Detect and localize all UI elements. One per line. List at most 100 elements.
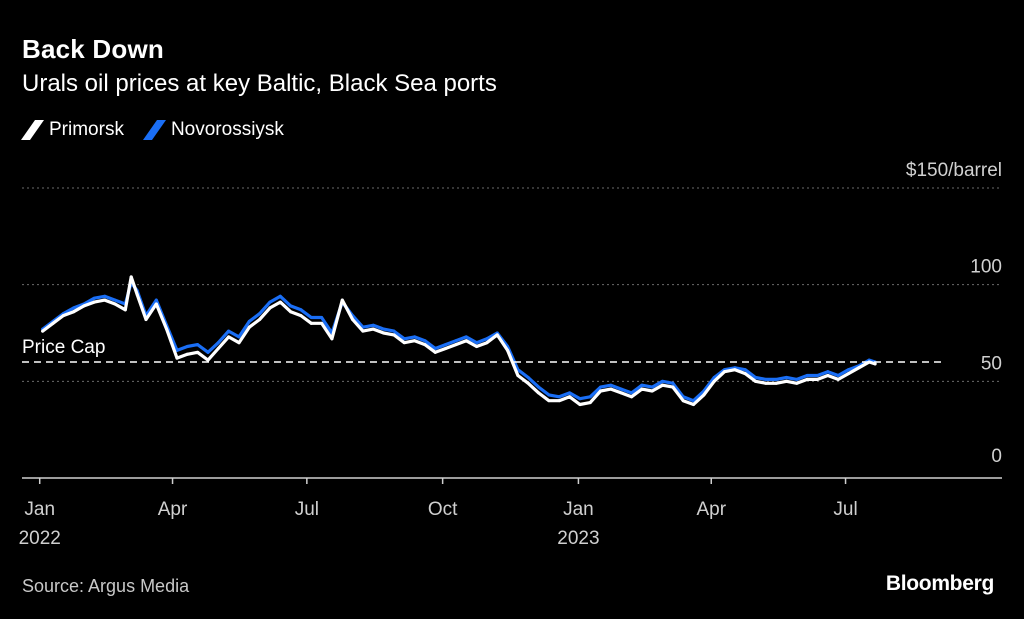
point-novorossiysk-55 xyxy=(599,385,603,389)
point-novorossiysk-12 xyxy=(154,298,158,302)
point-primorsk-66 xyxy=(712,379,716,383)
chart-subtitle: Urals oil prices at key Baltic, Black Se… xyxy=(22,70,497,97)
point-primorsk-2 xyxy=(61,314,65,318)
point-novorossiysk-69 xyxy=(743,368,747,372)
point-primorsk-62 xyxy=(671,385,675,389)
chart-title: Back Down xyxy=(22,34,164,64)
point-primorsk-32 xyxy=(361,329,365,333)
point-primorsk-58 xyxy=(630,395,634,399)
point-primorsk-40 xyxy=(444,346,448,350)
point-primorsk-82 xyxy=(873,362,877,366)
point-primorsk-67 xyxy=(723,370,727,374)
point-novorossiysk-37 xyxy=(413,335,417,339)
point-primorsk-5 xyxy=(92,300,96,304)
point-novorossiysk-61 xyxy=(661,379,665,383)
point-novorossiysk-50 xyxy=(547,393,551,397)
point-novorossiysk-23 xyxy=(268,300,272,304)
legend-label-novorossiysk: Novorossiysk xyxy=(170,119,284,140)
point-primorsk-72 xyxy=(774,381,778,385)
point-novorossiysk-39 xyxy=(433,346,437,350)
point-novorossiysk-15 xyxy=(185,345,189,349)
point-primorsk-61 xyxy=(661,383,665,387)
point-primorsk-48 xyxy=(526,381,530,385)
point-primorsk-20 xyxy=(237,341,241,345)
point-novorossiysk-56 xyxy=(609,383,613,387)
point-novorossiysk-78 xyxy=(836,374,840,378)
price-cap-label: Price Cap xyxy=(22,337,105,358)
point-primorsk-14 xyxy=(175,356,179,360)
point-novorossiysk-20 xyxy=(237,335,241,339)
point-primorsk-78 xyxy=(836,377,840,381)
point-primorsk-0 xyxy=(41,329,45,333)
point-novorossiysk-73 xyxy=(785,375,789,379)
point-primorsk-7 xyxy=(113,302,117,306)
point-primorsk-76 xyxy=(816,377,820,381)
point-primorsk-19 xyxy=(227,335,231,339)
series-line-novorossiysk xyxy=(41,281,877,403)
point-primorsk-22 xyxy=(258,317,262,321)
point-novorossiysk-43 xyxy=(475,341,479,345)
point-primorsk-12 xyxy=(154,302,158,306)
point-novorossiysk-52 xyxy=(568,391,572,395)
point-novorossiysk-14 xyxy=(175,348,179,352)
bloomberg-logo: Bloomberg xyxy=(885,572,994,595)
x-tick-label-1: Apr xyxy=(158,499,188,520)
point-primorsk-9 xyxy=(129,275,133,279)
point-novorossiysk-19 xyxy=(227,329,231,333)
point-primorsk-8 xyxy=(123,308,127,312)
point-novorossiysk-75 xyxy=(805,374,809,378)
point-novorossiysk-51 xyxy=(557,395,561,399)
point-novorossiysk-22 xyxy=(258,312,262,316)
point-primorsk-36 xyxy=(402,341,406,345)
point-primorsk-31 xyxy=(351,317,355,321)
point-primorsk-77 xyxy=(826,374,830,378)
point-primorsk-13 xyxy=(165,327,169,331)
point-novorossiysk-6 xyxy=(103,294,107,298)
legend-item-novorossiysk: Novorossiysk xyxy=(142,119,284,141)
point-primorsk-80 xyxy=(857,366,861,370)
point-novorossiysk-74 xyxy=(795,377,799,381)
point-primorsk-1 xyxy=(51,321,55,325)
point-primorsk-70 xyxy=(754,379,758,383)
point-novorossiysk-33 xyxy=(371,323,375,327)
x-tick-label-6: Jul xyxy=(833,499,857,520)
point-primorsk-71 xyxy=(764,381,768,385)
point-primorsk-28 xyxy=(320,321,324,325)
point-novorossiysk-41 xyxy=(454,339,458,343)
point-primorsk-55 xyxy=(599,389,603,393)
y-tick-label-150: $150/barrel xyxy=(906,160,1002,181)
point-primorsk-26 xyxy=(299,314,303,318)
point-primorsk-73 xyxy=(785,379,789,383)
point-novorossiysk-66 xyxy=(712,375,716,379)
point-primorsk-23 xyxy=(268,306,272,310)
point-primorsk-27 xyxy=(309,321,313,325)
point-primorsk-38 xyxy=(423,343,427,347)
point-primorsk-60 xyxy=(650,389,654,393)
y-tick-label-0: 0 xyxy=(991,446,1002,467)
point-primorsk-10 xyxy=(135,292,139,296)
point-novorossiysk-76 xyxy=(816,374,820,378)
point-primorsk-24 xyxy=(278,300,282,304)
point-primorsk-64 xyxy=(692,403,696,407)
point-primorsk-44 xyxy=(485,341,489,345)
point-primorsk-39 xyxy=(433,350,437,354)
x-tick-year-0: 2022 xyxy=(19,528,61,549)
point-novorossiysk-28 xyxy=(320,316,324,320)
point-novorossiysk-27 xyxy=(309,316,313,320)
point-primorsk-37 xyxy=(413,339,417,343)
point-novorossiysk-58 xyxy=(630,391,634,395)
point-novorossiysk-49 xyxy=(537,385,541,389)
point-primorsk-41 xyxy=(454,343,458,347)
point-primorsk-4 xyxy=(82,304,86,308)
point-primorsk-17 xyxy=(206,358,210,362)
source-note: Source: Argus Media xyxy=(22,576,190,596)
point-novorossiysk-38 xyxy=(423,339,427,343)
point-primorsk-18 xyxy=(216,346,220,350)
point-primorsk-49 xyxy=(537,391,541,395)
point-primorsk-57 xyxy=(619,391,623,395)
point-novorossiysk-53 xyxy=(578,397,582,401)
y-tick-label-50: 50 xyxy=(981,353,1002,374)
point-primorsk-74 xyxy=(795,381,799,385)
point-novorossiysk-18 xyxy=(216,341,220,345)
